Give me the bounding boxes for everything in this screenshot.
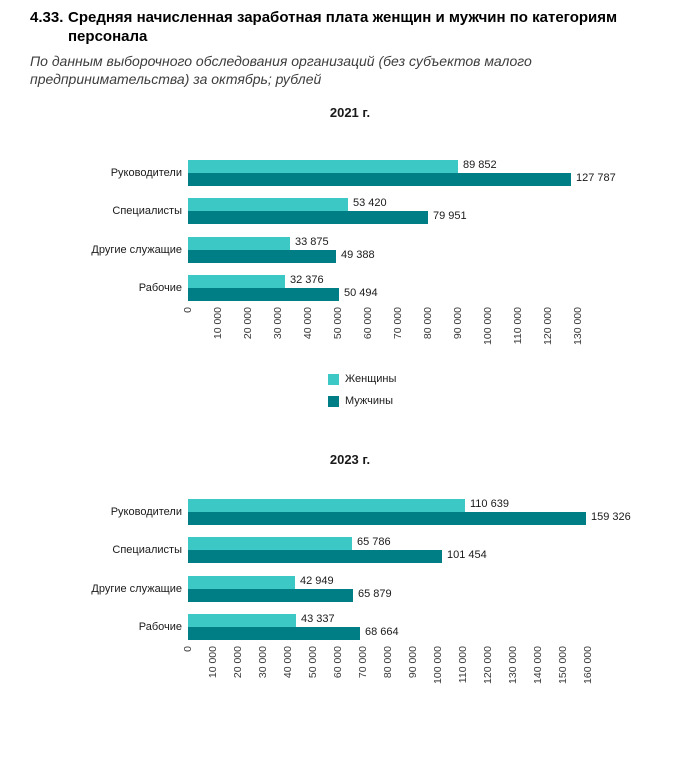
x-axis-tick-label: 90 000 (452, 307, 464, 340)
bar-women (188, 576, 295, 589)
x-axis-tick-label: 130 000 (572, 307, 584, 345)
plot-area-2023: Руководители 110 639 159 326 Специалисты 65 … (91, 498, 630, 684)
x-axis-tick-label: 40 000 (282, 646, 294, 679)
value-label: 43 337 (301, 613, 335, 625)
legend: Женщины Мужчины (328, 371, 396, 415)
value-label: 33 875 (295, 236, 329, 248)
value-label: 65 786 (357, 536, 391, 548)
document-title-line-2: персонала (68, 28, 148, 45)
legend-item: Мужчины (328, 393, 396, 409)
category-label: Рабочие (138, 282, 182, 294)
x-axis-tick-label: 160 000 (582, 646, 594, 684)
x-axis-tick-label: 50 000 (307, 646, 319, 679)
x-axis-tick-label: 20 000 (242, 307, 254, 340)
x-axis-tick-label: 70 000 (392, 307, 404, 340)
x-axis-tick-label: 50 000 (332, 307, 344, 340)
legend-label: Мужчины (345, 395, 394, 407)
category-label: Специалисты (112, 205, 182, 217)
value-label: 79 951 (433, 210, 467, 222)
x-axis-tick-label: 120 000 (482, 646, 494, 684)
bar-men (188, 550, 442, 563)
x-axis-tick-label: 30 000 (257, 646, 269, 679)
document-subtitle-line-1: По данным выборочного обследования орган… (30, 53, 532, 69)
x-axis-tick-label: 40 000 (302, 307, 314, 340)
x-axis-tick-label: 100 000 (432, 646, 444, 684)
legend-swatch-icon (328, 395, 339, 407)
x-axis-tick-label: 0 (182, 307, 194, 313)
bar-men (188, 288, 339, 301)
document-title-line-1: Средняя начисленная заработная плата жен… (68, 9, 618, 26)
document-title-number: 4.33. (30, 9, 64, 26)
x-axis-tick-label: 10 000 (207, 646, 219, 679)
bar-women (188, 198, 348, 211)
x-axis-tick-label: 110 000 (457, 646, 469, 684)
x-axis-tick-label: 20 000 (232, 646, 244, 679)
bar-women (188, 237, 290, 250)
bar-men (188, 211, 428, 224)
category-label: Другие служащие (91, 583, 182, 595)
document-subtitle: По данным выборочного обследования орган… (30, 52, 650, 88)
value-label: 32 376 (290, 274, 324, 286)
bar-women (188, 537, 352, 550)
value-label: 127 787 (576, 172, 616, 184)
x-axis-tick-label: 0 (182, 646, 194, 652)
value-label: 65 879 (358, 588, 392, 600)
value-label: 89 852 (463, 159, 497, 171)
x-axis-tick-label: 150 000 (557, 646, 569, 684)
category-label: Руководители (110, 506, 182, 518)
value-label: 49 388 (341, 249, 375, 261)
bar-men (188, 627, 360, 640)
x-axis-tick-label: 60 000 (332, 646, 344, 679)
value-label: 50 494 (344, 287, 378, 299)
chart-title-2021: 2021 г. (329, 105, 371, 120)
x-axis-tick-label: 90 000 (407, 646, 419, 679)
x-axis-tick-label: 30 000 (272, 307, 284, 340)
plot-area-2021: Руководители 89 852 127 787 Специалисты 53 4… (91, 159, 615, 345)
x-axis-tick-label: 120 000 (542, 307, 554, 345)
x-axis-tick-label: 80 000 (422, 307, 434, 340)
bar-women (188, 160, 458, 173)
x-axis-tick-label: 100 000 (482, 307, 494, 345)
value-label: 53 420 (353, 197, 387, 209)
bar-men (188, 589, 353, 602)
x-axis-tick-label: 80 000 (382, 646, 394, 679)
x-axis-tick-label: 140 000 (532, 646, 544, 684)
legend-label: Женщины (345, 373, 397, 385)
value-label: 42 949 (300, 575, 334, 587)
document-title: 4.33. Средняя начисленная заработная пла… (30, 8, 685, 46)
x-axis-tick-label: 130 000 (507, 646, 519, 684)
document-title-text: Средняя начисленная заработная плата жен… (68, 8, 617, 46)
legend-swatch-icon (328, 373, 339, 385)
bar-women (188, 275, 285, 288)
bar-men (188, 512, 586, 525)
bar-women (188, 614, 296, 627)
bar-men (188, 250, 336, 263)
legend-item: Женщины (328, 371, 396, 387)
category-label: Рабочие (138, 621, 182, 633)
value-label: 68 664 (365, 626, 399, 638)
x-axis-tick-label: 70 000 (357, 646, 369, 679)
value-label: 159 326 (591, 511, 631, 523)
value-label: 110 639 (470, 498, 509, 510)
x-axis-tick-label: 60 000 (362, 307, 374, 340)
chart-title-2023: 2023 г. (329, 452, 371, 467)
x-axis-tick-label: 10 000 (212, 307, 224, 340)
value-label: 101 454 (447, 549, 487, 561)
category-label: Руководители (110, 167, 182, 179)
x-axis-tick-label: 110 000 (512, 307, 524, 345)
bar-women (188, 499, 465, 512)
category-label: Другие служащие (91, 244, 182, 256)
bar-men (188, 173, 571, 186)
document-subtitle-line-2: предпринимательства) за октябрь; рублей (30, 71, 322, 87)
category-label: Специалисты (112, 544, 182, 556)
